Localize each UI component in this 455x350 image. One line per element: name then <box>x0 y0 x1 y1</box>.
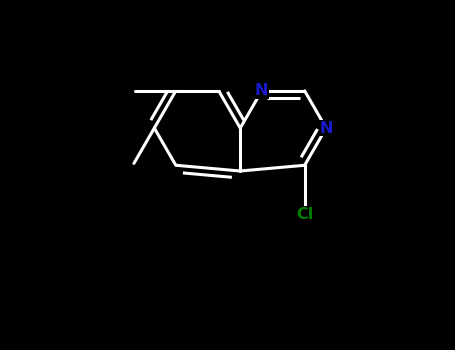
Text: N: N <box>319 120 333 135</box>
Text: Cl: Cl <box>296 207 313 222</box>
Text: N: N <box>255 83 268 98</box>
